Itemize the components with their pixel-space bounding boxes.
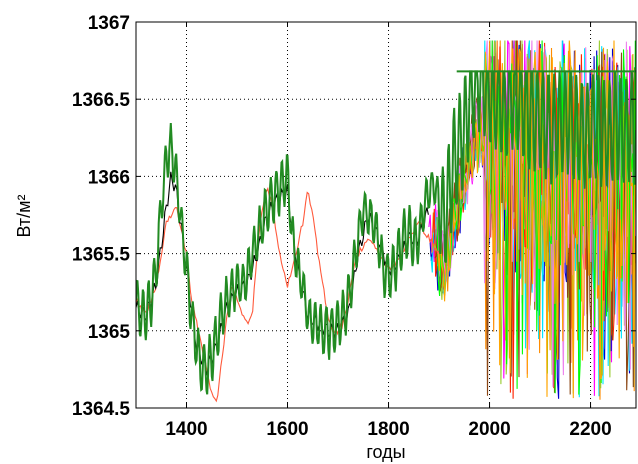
- y-axis-label: Вт/м²: [14, 194, 34, 237]
- reconstruction-series-line: [136, 70, 636, 395]
- x-tick-label: 2000: [468, 419, 510, 440]
- x-tick-label: 1600: [266, 419, 308, 440]
- y-tick-label: 1365: [88, 322, 131, 343]
- x-axis-label: годы: [366, 442, 405, 462]
- ticks: [136, 21, 636, 409]
- y-tick-labels: 1364.5 1365 1365.5 1366 1366.5 1367: [72, 13, 131, 420]
- axes-frame: [135, 21, 637, 409]
- y-tick-label: 1364.5: [72, 399, 131, 420]
- x-tick-label: 1800: [367, 419, 409, 440]
- x-tick-label: 1400: [165, 419, 207, 440]
- plot-series-group: [136, 40, 636, 403]
- y-tick-label: 1365.5: [72, 245, 131, 266]
- plot-area: [136, 40, 636, 403]
- x-tick-labels: 1400 1600 1800 2000 2200: [165, 419, 611, 440]
- y-tick-label: 1367: [88, 13, 130, 34]
- y-tick-label: 1366.5: [72, 90, 131, 111]
- x-tick-label: 2200: [569, 419, 611, 440]
- y-tick-label: 1366: [88, 167, 130, 188]
